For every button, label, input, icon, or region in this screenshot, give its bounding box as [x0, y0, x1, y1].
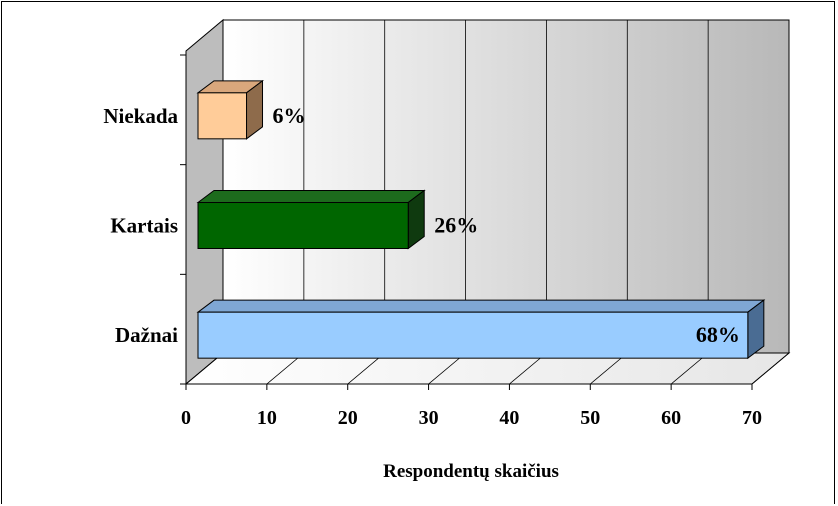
x-tick-label: 0 [181, 407, 191, 429]
x-tick-label: 60 [661, 407, 681, 429]
data-label: 68% [696, 322, 740, 347]
bar-front-face [197, 92, 248, 140]
bar [196, 79, 265, 140]
x-tick-label: 30 [419, 407, 439, 429]
bar-top-face [196, 190, 426, 203]
category-label: Niekada [103, 104, 178, 128]
x-axis-title: Respondentų skaičius [383, 461, 559, 482]
data-label: 26% [434, 213, 478, 238]
floor-gridline [751, 352, 790, 385]
bar-top-face [196, 299, 766, 313]
category-label: Kartais [110, 214, 178, 238]
x-tick-label: 40 [499, 407, 519, 429]
plot-walls [184, 18, 791, 386]
bar-front-face [197, 202, 409, 249]
x-tick-label: 20 [338, 407, 358, 429]
x-tick-label: 50 [580, 407, 600, 429]
bar-front-face [197, 311, 749, 359]
back-wall [222, 19, 790, 354]
category-labels: Dažnai Kartais Niekada [103, 104, 178, 347]
bar [196, 189, 426, 250]
data-label: 6% [273, 103, 306, 128]
x-tick-labels: 0 10 20 30 40 50 60 70 [181, 407, 762, 429]
bars-group: 68% 26% 6% [196, 79, 766, 360]
bar [196, 299, 766, 360]
category-label: Dažnai [115, 323, 178, 347]
x-tick-label: 70 [742, 407, 762, 429]
x-tick-label: 10 [257, 407, 277, 429]
